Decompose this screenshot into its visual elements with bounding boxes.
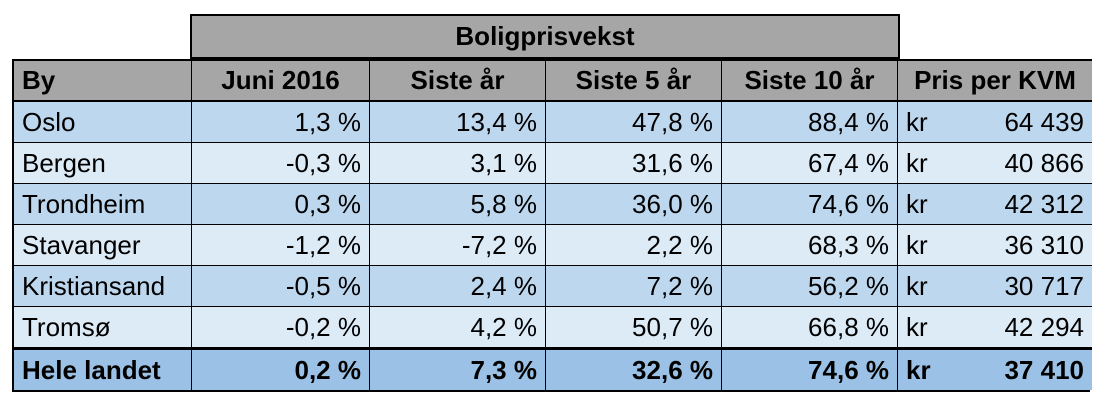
row-june-2016-cell: -0,3 % (192, 143, 370, 184)
currency-label: kr (906, 311, 928, 342)
row-city-cell: Tromsø (14, 307, 192, 348)
row-price-cell: kr 36 310 (898, 225, 1092, 266)
currency-label: kr (906, 354, 931, 385)
row-last-10-years-cell: 68,3 % (722, 225, 898, 266)
group-header-cell: Boligprisvekst (190, 14, 900, 59)
row-city-cell: Oslo (14, 102, 192, 143)
row-last-10-years-cell: 74,6 % (722, 348, 898, 390)
row-price-cell: kr 64 439 (898, 102, 1092, 143)
row-last-year-cell: 4,2 % (370, 307, 546, 348)
row-last-year-cell: -7,2 % (370, 225, 546, 266)
row-price-cell: kr 40 866 (898, 143, 1092, 184)
row-last-10-years-cell: 88,4 % (722, 102, 898, 143)
currency-label: kr (906, 106, 928, 137)
row-last-5-years-cell: 7,2 % (546, 266, 722, 307)
column-header-city: By (14, 59, 192, 102)
row-june-2016-cell: -0,2 % (192, 307, 370, 348)
row-june-2016-cell: 0,3 % (192, 184, 370, 225)
row-june-2016-cell: -0,5 % (192, 266, 370, 307)
row-last-5-years-cell: 31,6 % (546, 143, 722, 184)
row-june-2016-cell: 0,2 % (192, 348, 370, 390)
row-price-cell: kr 30 717 (898, 266, 1092, 307)
row-city-cell: Hele landet (14, 348, 192, 390)
row-city-cell: Stavanger (14, 225, 192, 266)
price-value: 30 717 (1004, 270, 1084, 301)
price-value: 42 312 (1004, 188, 1084, 219)
row-last-10-years-cell: 56,2 % (722, 266, 898, 307)
price-value: 64 439 (1004, 106, 1084, 137)
row-last-10-years-cell: 66,8 % (722, 307, 898, 348)
table-grid: By Juni 2016 Siste år Siste 5 år Siste 1… (12, 59, 1092, 392)
row-june-2016-cell: 1,3 % (192, 102, 370, 143)
column-header-last-10-years: Siste 10 år (722, 59, 898, 102)
row-city-cell: Trondheim (14, 184, 192, 225)
row-last-year-cell: 7,3 % (370, 348, 546, 390)
row-last-5-years-cell: 50,7 % (546, 307, 722, 348)
row-city-cell: Kristiansand (14, 266, 192, 307)
price-value: 36 310 (1004, 229, 1084, 260)
currency-label: kr (906, 188, 928, 219)
row-last-10-years-cell: 67,4 % (722, 143, 898, 184)
row-last-year-cell: 2,4 % (370, 266, 546, 307)
row-price-cell: kr 42 312 (898, 184, 1092, 225)
row-last-year-cell: 3,1 % (370, 143, 546, 184)
row-price-cell: kr 37 410 (898, 348, 1092, 390)
row-last-10-years-cell: 74,6 % (722, 184, 898, 225)
row-last-year-cell: 5,8 % (370, 184, 546, 225)
row-last-year-cell: 13,4 % (370, 102, 546, 143)
row-last-5-years-cell: 47,8 % (546, 102, 722, 143)
price-value: 40 866 (1004, 147, 1084, 178)
row-last-5-years-cell: 36,0 % (546, 184, 722, 225)
currency-label: kr (906, 270, 928, 301)
row-city-cell: Bergen (14, 143, 192, 184)
housing-price-table: Boligprisvekst By Juni 2016 Siste år Sis… (12, 14, 1092, 392)
group-header-row: Boligprisvekst (12, 14, 1090, 59)
row-june-2016-cell: -1,2 % (192, 225, 370, 266)
row-last-5-years-cell: 2,2 % (546, 225, 722, 266)
price-value: 37 410 (1004, 354, 1084, 385)
price-value: 42 294 (1004, 311, 1084, 342)
column-header-price-per-sqm: Pris per KVM (898, 59, 1092, 102)
row-last-5-years-cell: 32,6 % (546, 348, 722, 390)
column-header-last-year: Siste år (370, 59, 546, 102)
row-price-cell: kr 42 294 (898, 307, 1092, 348)
currency-label: kr (906, 147, 928, 178)
column-header-june-2016: Juni 2016 (192, 59, 370, 102)
currency-label: kr (906, 229, 928, 260)
column-header-last-5-years: Siste 5 år (546, 59, 722, 102)
